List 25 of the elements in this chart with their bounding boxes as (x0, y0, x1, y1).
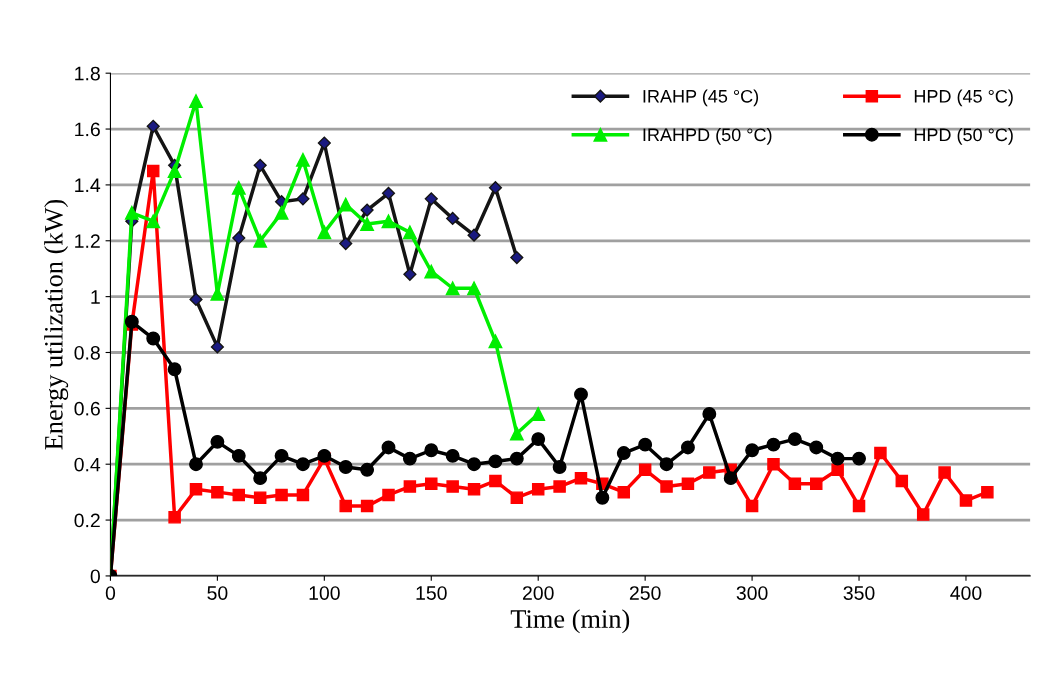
x-tick-label: 200 (522, 586, 554, 600)
y-tick-label: 1.6 (75, 122, 100, 137)
y-tick-label: 1.4 (75, 178, 101, 192)
legend-label: HPD (45 °C) (914, 89, 1013, 107)
y-tick-label: 0.4 (74, 457, 101, 472)
x-tick-label: 100 (309, 586, 340, 600)
y-tick-label: 0.8 (74, 345, 100, 360)
x-tick-label: 50 (207, 586, 228, 600)
y-tick-label: 0.6 (74, 401, 100, 416)
y-tick-label: 0.2 (74, 513, 100, 528)
legend-label: HPD (50 °C) (914, 127, 1013, 145)
legend-label: IRAHPD (50 °C) (643, 127, 772, 145)
y-tick-label: 1.8 (75, 66, 100, 81)
x-tick-label: 0 (105, 586, 116, 600)
y-tick-label: 1.2 (75, 234, 100, 248)
y-tick-label: 0 (90, 569, 100, 584)
x-tick-label: 250 (629, 586, 661, 600)
x-tick-label: 350 (843, 586, 875, 600)
y-axis-title: Energy utilization (kW) (44, 199, 69, 450)
x-axis-title: Time (min) (510, 609, 630, 634)
x-tick-label: 300 (736, 586, 768, 600)
legend-label: IRAHP (45 °C) (643, 89, 759, 107)
x-tick-label: 400 (950, 586, 982, 600)
x-tick-label: 150 (416, 586, 447, 600)
y-tick-label: 1 (91, 290, 100, 304)
